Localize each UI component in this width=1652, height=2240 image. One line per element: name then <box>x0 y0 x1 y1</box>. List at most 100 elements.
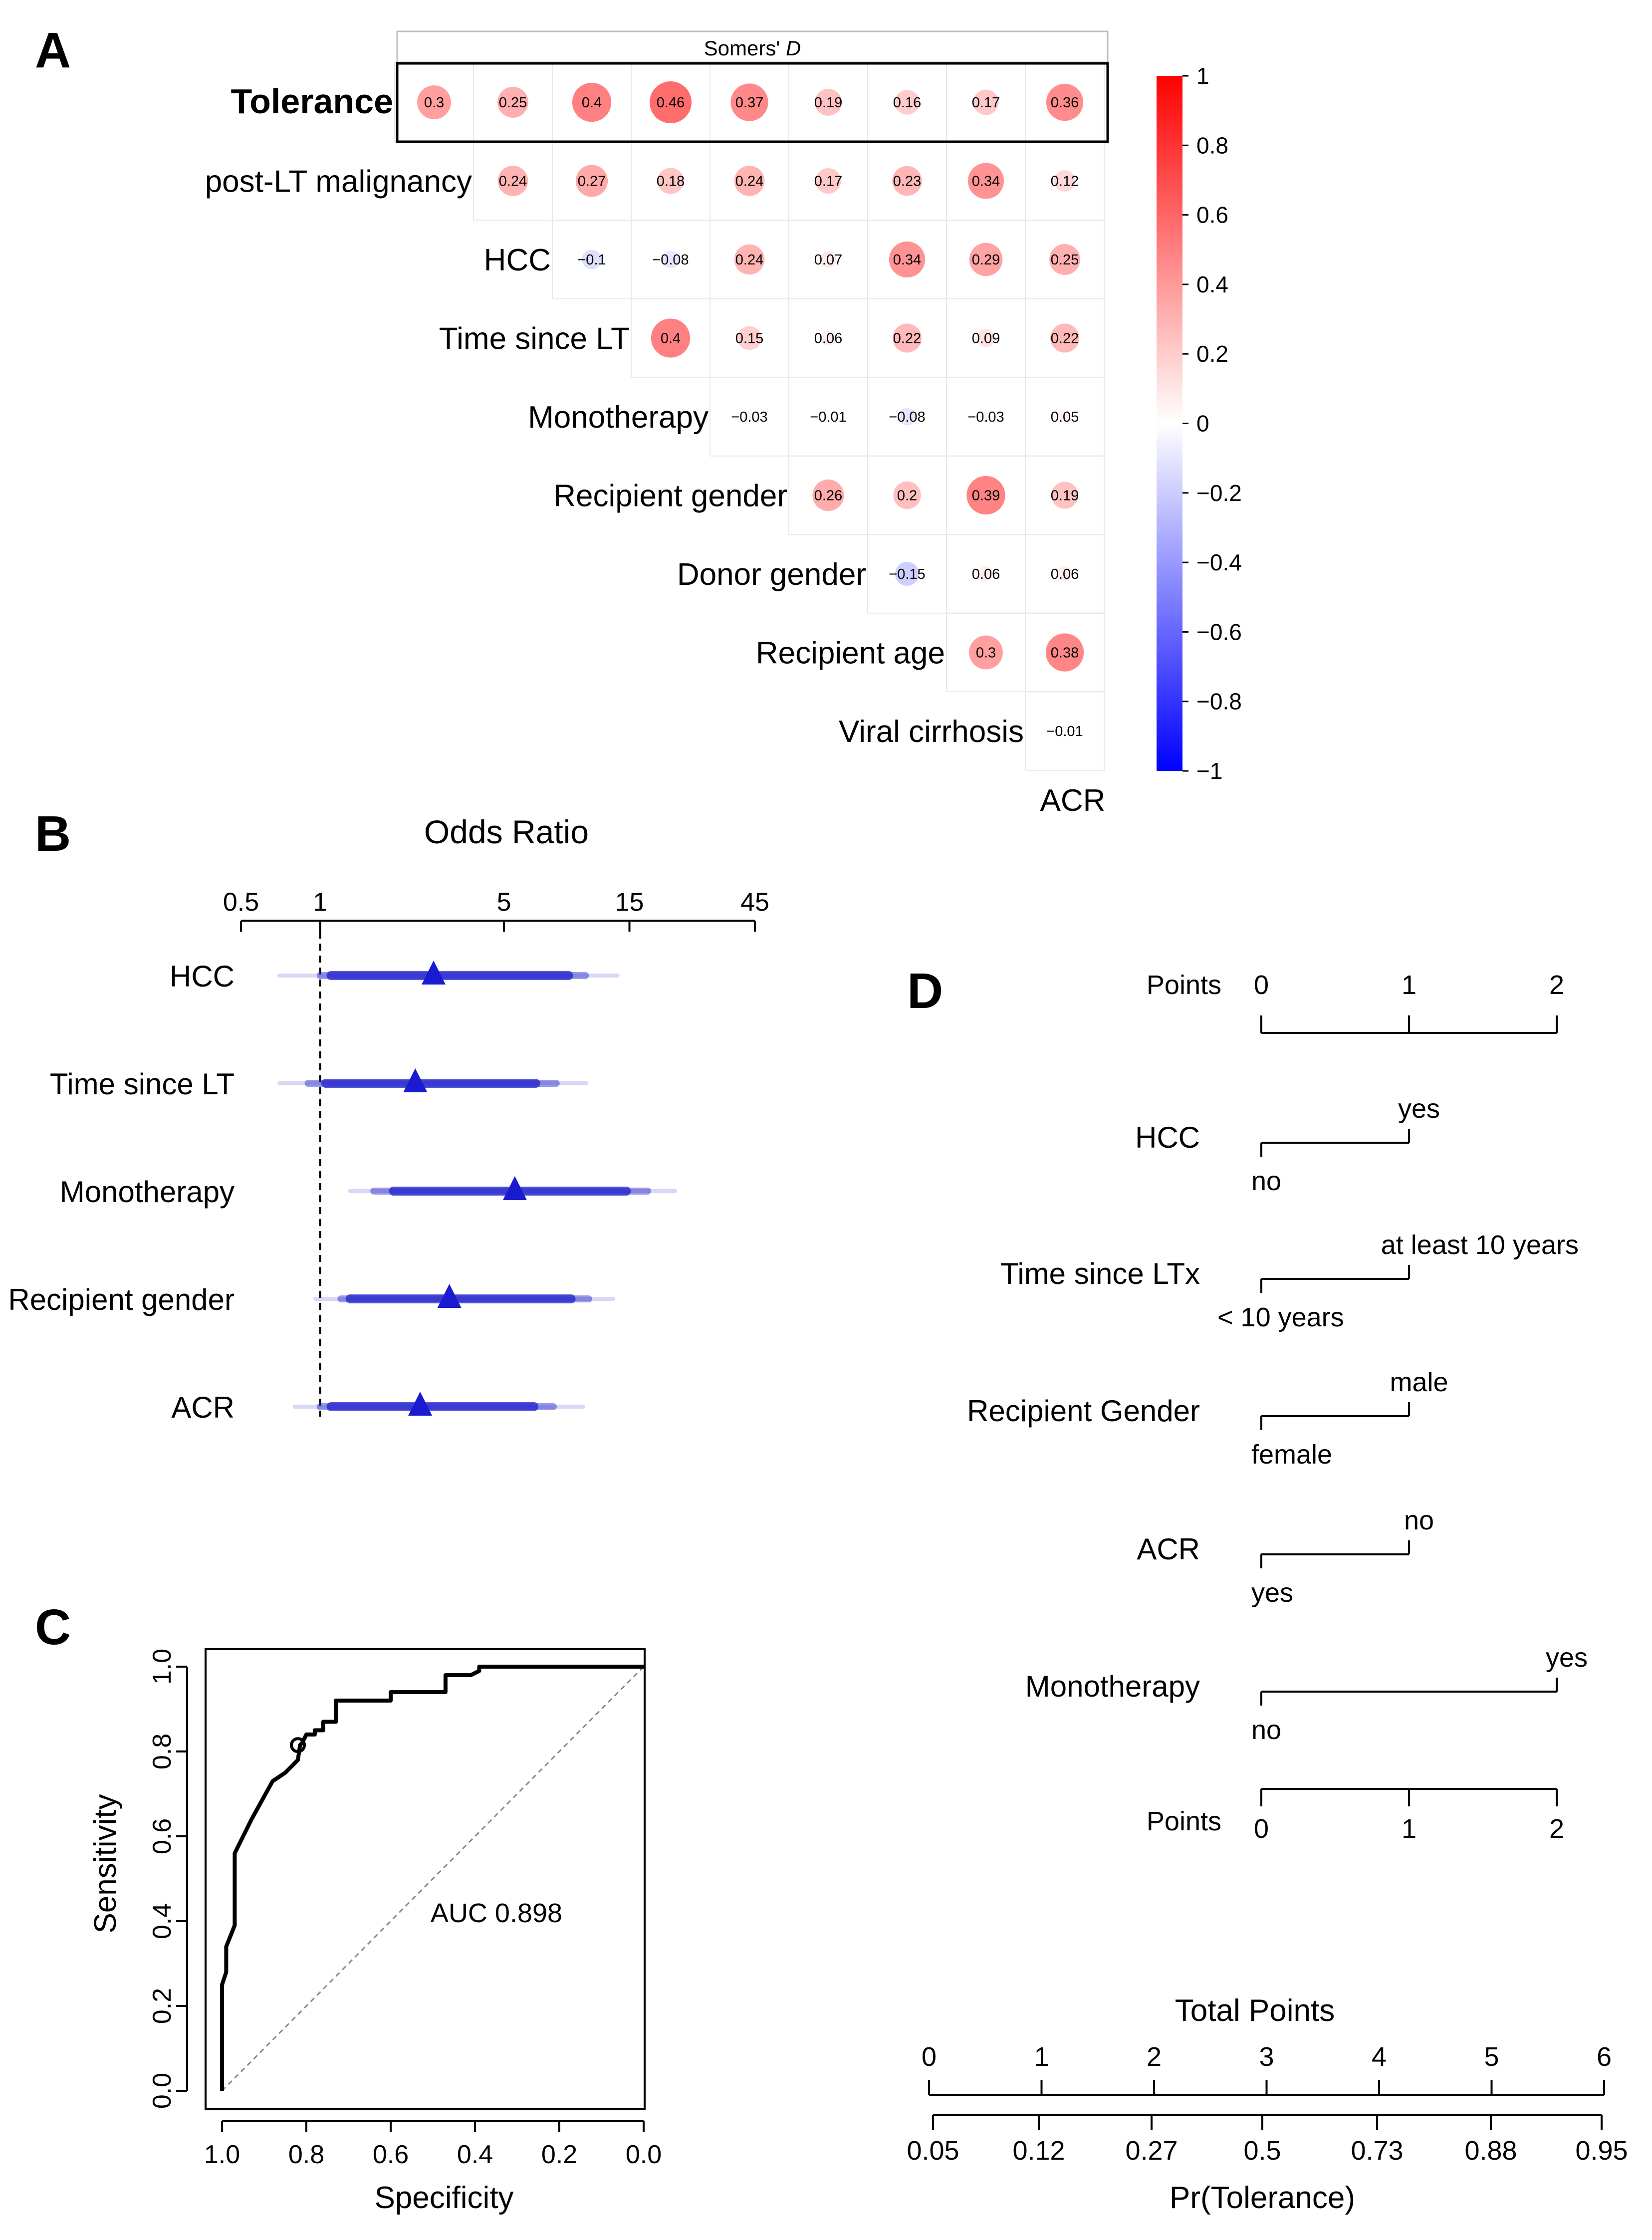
nomogram-points-label-bottom: Points <box>1147 1806 1221 1836</box>
heatmap-circle <box>1045 633 1084 672</box>
roc-diagonal <box>221 1666 645 2092</box>
nomogram-probability-tick-label: 0.88 <box>1464 2136 1517 2166</box>
heatmap-circle <box>966 476 1005 515</box>
heatmap-value-label: 0.4 <box>661 331 681 347</box>
nomogram-high-label: yes <box>1398 1094 1440 1124</box>
roc-threshold-point <box>290 1737 306 1753</box>
nomogram-points-tick-label-bottom: 2 <box>1549 1814 1564 1844</box>
forest-rows: HCC Time since LT Monotherapy Recipient gen… <box>8 960 678 1424</box>
colorbar-tick-label: −0.6 <box>1196 619 1242 645</box>
heatmap-circle <box>650 81 692 123</box>
colorbar-tick-label: −0.4 <box>1196 549 1242 575</box>
heatmap-value-label: 0.34 <box>972 174 1000 190</box>
roc-auc-annotation: AUC 0.898 <box>431 1898 562 1928</box>
forest-row-label: Time since LT <box>50 1067 235 1101</box>
heatmap-value-label: 0.05 <box>1051 409 1079 425</box>
nomogram-variable-name: Monotherapy <box>1025 1670 1200 1703</box>
heatmap-value-label: 0.15 <box>735 331 763 347</box>
heatmap-row-label: HCC <box>484 243 551 277</box>
heatmap-value-label: 0.06 <box>1051 566 1079 582</box>
heatmap-value-label: 0.24 <box>735 174 763 190</box>
heatmap-value-label: 0.24 <box>499 174 527 190</box>
heatmap-circle <box>1054 170 1076 192</box>
roc-x-tick-label: 1.0 <box>204 2140 240 2169</box>
nomogram-total-tick-label: 2 <box>1147 2042 1162 2072</box>
heatmap-value-label: 0.09 <box>972 331 1000 347</box>
heatmap-circle <box>1051 482 1078 509</box>
heatmap-value-label: 0.3 <box>976 645 996 661</box>
nomogram-probability-tick-label: 0.05 <box>907 2136 959 2166</box>
heatmap-value-label: 0.25 <box>499 95 527 111</box>
nomogram-high-label: at least 10 years <box>1381 1230 1579 1260</box>
heatmap-cell <box>1025 691 1105 771</box>
nomogram-high-label: no <box>1404 1505 1434 1535</box>
heatmap-circle <box>662 250 680 268</box>
roc-x-tick-label: 0.6 <box>373 2140 409 2169</box>
nomogram-low-label: no <box>1251 1715 1281 1745</box>
nomogram-low-label: < 10 years <box>1217 1302 1344 1332</box>
heatmap-circle <box>973 89 999 115</box>
heatmap-circle <box>825 413 832 420</box>
forest-row-label: Monotherapy <box>60 1175 235 1209</box>
forest-point-estimate <box>437 1284 462 1308</box>
roc-x-tick-label: 0.0 <box>626 2140 662 2169</box>
heatmap-circle <box>744 411 755 422</box>
roc-plot-frame <box>205 1648 646 2110</box>
nomogram-probability-tick-label: 0.95 <box>1575 2136 1628 2166</box>
panel-letter-c: C <box>35 1599 71 1655</box>
heatmap-value-label: 0.19 <box>1051 488 1079 504</box>
colorbar-tick-label: 0 <box>1196 411 1209 437</box>
heatmap-circle <box>967 163 1004 199</box>
heatmap-row-label: Donor gender <box>677 557 866 592</box>
heatmap-title: Somers' D <box>704 36 801 60</box>
heatmap-value-label: −0.08 <box>889 409 925 425</box>
heatmap-value-label: 0.23 <box>893 174 921 190</box>
heatmap-value-label: 0.46 <box>657 95 685 111</box>
roc-x-tick-label: 0.8 <box>288 2140 324 2169</box>
heatmap-circle <box>1049 244 1080 275</box>
nomogram-probability-tick-label: 0.27 <box>1125 2136 1178 2166</box>
roc-x-label: Specificity <box>374 2181 513 2215</box>
heatmap-value-label: 0.17 <box>972 95 1000 111</box>
heatmap-circle <box>815 89 842 116</box>
heatmap-value-label: 0.26 <box>814 488 842 504</box>
heatmap-value-label: 0.36 <box>1051 95 1079 111</box>
heatmap-circle <box>575 165 608 197</box>
colorbar-tick-label: −0.2 <box>1196 480 1242 506</box>
colorbar-tick-label: 0.4 <box>1196 271 1228 297</box>
nomogram-total-tick-label: 6 <box>1597 2042 1612 2072</box>
heatmap-row-label: Recipient gender <box>553 479 787 513</box>
heatmap-value-label: −0.15 <box>889 566 925 582</box>
heatmap-value-label: 0.18 <box>657 174 685 190</box>
nomogram-points-tick-label-bottom: 0 <box>1254 1814 1269 1844</box>
forest-point-estimate <box>408 1392 433 1416</box>
heatmap-circle <box>895 90 920 115</box>
colorbar-tick-label: 0.6 <box>1196 202 1228 228</box>
colorbar-gradient <box>1157 76 1182 771</box>
heatmap-circle <box>812 479 844 511</box>
heatmap-grid: 0.3 0.25 0.4 0.46 0.37 0.19 0.16 0.17 0.36 0.24 0.… <box>394 62 1105 771</box>
heatmap-circle <box>657 168 684 194</box>
roc-x-tick-label: 0.2 <box>541 2140 577 2169</box>
heatmap-circle <box>820 251 837 268</box>
heatmap-circle <box>815 168 841 194</box>
heatmap-value-label: 0.37 <box>735 95 763 111</box>
heatmap-value-label: 0.3 <box>424 95 444 111</box>
roc-curve-line <box>220 1665 644 2091</box>
heatmap-circle <box>969 243 1003 276</box>
heatmap-circle <box>1050 323 1080 353</box>
heatmap-value-label: 0.24 <box>735 252 763 268</box>
heatmap-value-label: −0.01 <box>1046 724 1083 740</box>
nomogram-high-label: yes <box>1546 1643 1588 1673</box>
nomogram-probability-label: Pr(Tolerance) <box>1170 2181 1355 2215</box>
colorbar: 1 0.8 0.6 0.4 0.2 0 −0.2 −0.4 −0.6 −0.8 −1 <box>1157 63 1242 784</box>
heatmap-circle <box>730 83 768 121</box>
heatmap-circle <box>572 82 612 122</box>
heatmap-circle <box>976 328 995 348</box>
nomogram-points-tick-label-bottom: 1 <box>1402 1814 1416 1844</box>
heatmap-title-box <box>396 30 1109 63</box>
panel-letter-a: A <box>35 22 71 78</box>
roc-y-tick-label: 0.4 <box>148 1903 177 1939</box>
colorbar-tick-label: 0.8 <box>1196 132 1228 158</box>
